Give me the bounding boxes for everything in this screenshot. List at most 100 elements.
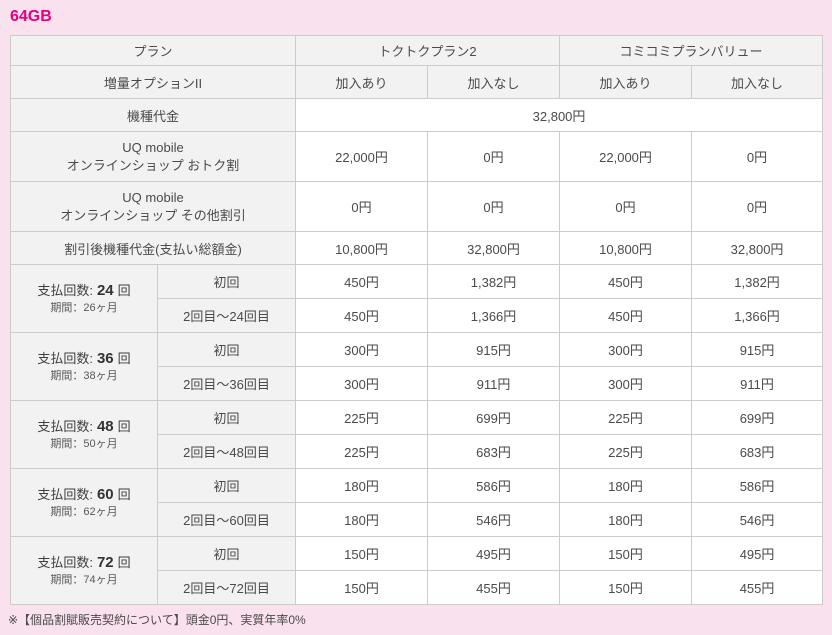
- count-unit: 回: [117, 351, 131, 366]
- installment-period: 期間：62ヶ月: [50, 506, 118, 518]
- plan-name-komikomi: コミコミプランバリュー: [559, 35, 824, 66]
- installment-row-label: 2回目〜24回目: [156, 298, 297, 333]
- installment-row-label: 初回: [156, 264, 297, 299]
- count-prefix: 支払回数:: [37, 419, 93, 434]
- price-cell: 32,800円: [691, 231, 824, 265]
- count-unit: 回: [117, 487, 131, 502]
- price-cell: 1,366円: [427, 298, 561, 333]
- price-cell: 911円: [691, 366, 824, 401]
- price-cell: 225円: [295, 400, 429, 435]
- table-row-installment: 支払回数: 36 回 期間：38ヶ月 初回 300円 915円 300円 915円: [10, 332, 824, 401]
- installment-group-cell: 支払回数: 24 回 期間：26ヶ月: [10, 264, 158, 333]
- price-cell: 180円: [295, 502, 429, 537]
- price-cell: 300円: [559, 332, 693, 367]
- table-row-installment: 2回目〜60回目 180円 546円 180円 546円: [11, 502, 824, 537]
- price-cell: 1,382円: [427, 264, 561, 299]
- price-cell: 450円: [295, 298, 429, 333]
- price-cell: 225円: [559, 434, 693, 469]
- installment-row-label: 2回目〜48回目: [156, 434, 297, 469]
- installment-period: 期間：50ヶ月: [50, 438, 118, 450]
- installment-count: 支払回数: 48 回: [13, 418, 155, 435]
- price-cell: 915円: [691, 332, 824, 367]
- table-row-installment: 支払回数: 60 回 期間：62ヶ月 初回 180円 586円 180円 586円: [10, 468, 824, 537]
- price-cell: 0円: [691, 131, 824, 182]
- price-cell: 300円: [295, 366, 429, 401]
- table-row-plan: プラン トクトクプラン2 コミコミプランバリュー: [9, 35, 824, 66]
- count-number: 24: [96, 282, 114, 299]
- count-prefix: 支払回数:: [37, 351, 93, 366]
- otoku-discount-label-line2: オンラインショップ おトク割: [66, 157, 240, 173]
- price-cell: 150円: [559, 570, 693, 605]
- installment-row-label: 初回: [156, 332, 297, 367]
- installment-period: 期間：38ヶ月: [50, 370, 118, 382]
- price-cell: 450円: [559, 298, 693, 333]
- installment-group-cell: 支払回数: 48 回 期間：50ヶ月: [10, 400, 158, 469]
- other-discount-label: UQ mobile オンラインショップ その他割引: [9, 181, 297, 232]
- installment-period: 期間：74ヶ月: [50, 574, 118, 586]
- price-cell: 495円: [427, 536, 561, 571]
- price-cell: 683円: [691, 434, 824, 469]
- option-value-cell: 加入なし: [427, 65, 561, 99]
- price-cell: 455円: [427, 570, 561, 605]
- installment-group-cell: 支払回数: 36 回 期間：38ヶ月: [10, 332, 158, 401]
- price-cell: 180円: [559, 468, 693, 503]
- price-cell: 10,800円: [559, 231, 693, 265]
- price-cell: 150円: [559, 536, 693, 571]
- table-row-device-price: 機種代金 32,800円: [9, 98, 824, 132]
- table-row-installment: 支払回数: 24 回 期間：26ヶ月 初回 450円 1,382円 450円 1,3…: [10, 264, 824, 333]
- count-number: 60: [96, 486, 114, 503]
- count-unit: 回: [117, 283, 131, 298]
- installment-group-cell: 支払回数: 72 回 期間：74ヶ月: [10, 536, 158, 605]
- price-cell: 699円: [427, 400, 561, 435]
- price-cell: 495円: [691, 536, 824, 571]
- price-cell: 180円: [559, 502, 693, 537]
- price-cell: 10,800円: [295, 231, 429, 265]
- price-cell: 225円: [295, 434, 429, 469]
- price-cell: 911円: [427, 366, 561, 401]
- price-table: プラン トクトクプラン2 コミコミプランバリュー 増量オプションII 加入あり …: [9, 35, 824, 605]
- price-cell: 225円: [559, 400, 693, 435]
- table-row-installment: 2回目〜72回目 150円 455円 150円 455円: [11, 570, 824, 605]
- installment-row-label: 2回目〜60回目: [156, 502, 297, 537]
- table-row-otoku-discount: UQ mobile オンラインショップ おトク割 22,000円 0円 22,0…: [9, 131, 824, 182]
- price-cell: 0円: [691, 181, 824, 232]
- price-cell: 0円: [559, 181, 693, 232]
- count-number: 72: [96, 554, 114, 571]
- installment-count: 支払回数: 72 回: [13, 554, 155, 571]
- table-row-other-discount: UQ mobile オンラインショップ その他割引 0円 0円 0円 0円: [9, 181, 824, 232]
- discounted-total-label: 割引後機種代金(支払い総額金): [9, 231, 297, 265]
- table-row-installment: 2回目〜48回目 225円 683円 225円 683円: [11, 434, 824, 469]
- device-price-value: 32,800円: [295, 98, 824, 132]
- device-price-label: 機種代金: [9, 98, 297, 132]
- installment-row-label: 2回目〜36回目: [156, 366, 297, 401]
- other-discount-label-line2: オンラインショップ その他割引: [60, 207, 246, 223]
- price-cell: 32,800円: [427, 231, 561, 265]
- option-value-cell: 加入あり: [559, 65, 693, 99]
- count-number: 36: [96, 350, 114, 367]
- count-unit: 回: [117, 555, 131, 570]
- price-cell: 1,382円: [691, 264, 824, 299]
- price-cell: 0円: [427, 131, 561, 182]
- table-row-installment: 2回目〜24回目 450円 1,366円 450円 1,366円: [11, 298, 824, 333]
- installment-row-label: 初回: [156, 468, 297, 503]
- table-row-discounted-total: 割引後機種代金(支払い総額金) 10,800円 32,800円 10,800円 …: [9, 231, 824, 265]
- table-row-option: 増量オプションII 加入あり 加入なし 加入あり 加入なし: [9, 65, 824, 99]
- page-title: 64GB: [10, 8, 52, 25]
- plan-header-label: プラン: [9, 35, 297, 66]
- count-unit: 回: [117, 419, 131, 434]
- price-cell: 586円: [427, 468, 561, 503]
- installment-count: 支払回数: 24 回: [13, 282, 155, 299]
- installment-count: 支払回数: 60 回: [13, 486, 155, 503]
- installment-group-cell: 支払回数: 60 回 期間：62ヶ月: [10, 468, 158, 537]
- installment-row-label: 2回目〜72回目: [156, 570, 297, 605]
- price-cell: 915円: [427, 332, 561, 367]
- footnote: ※【個品割賦販売契約について】頭金0円、実質年率0%: [8, 613, 306, 627]
- count-prefix: 支払回数:: [37, 487, 93, 502]
- option-value-cell: 加入あり: [295, 65, 429, 99]
- otoku-discount-label-line1: UQ mobile: [122, 139, 184, 155]
- count-prefix: 支払回数:: [37, 555, 93, 570]
- table-row-installment: 支払回数: 48 回 期間：50ヶ月 初回 225円 699円 225円 699円: [10, 400, 824, 469]
- price-cell: 683円: [427, 434, 561, 469]
- price-cell: 22,000円: [559, 131, 693, 182]
